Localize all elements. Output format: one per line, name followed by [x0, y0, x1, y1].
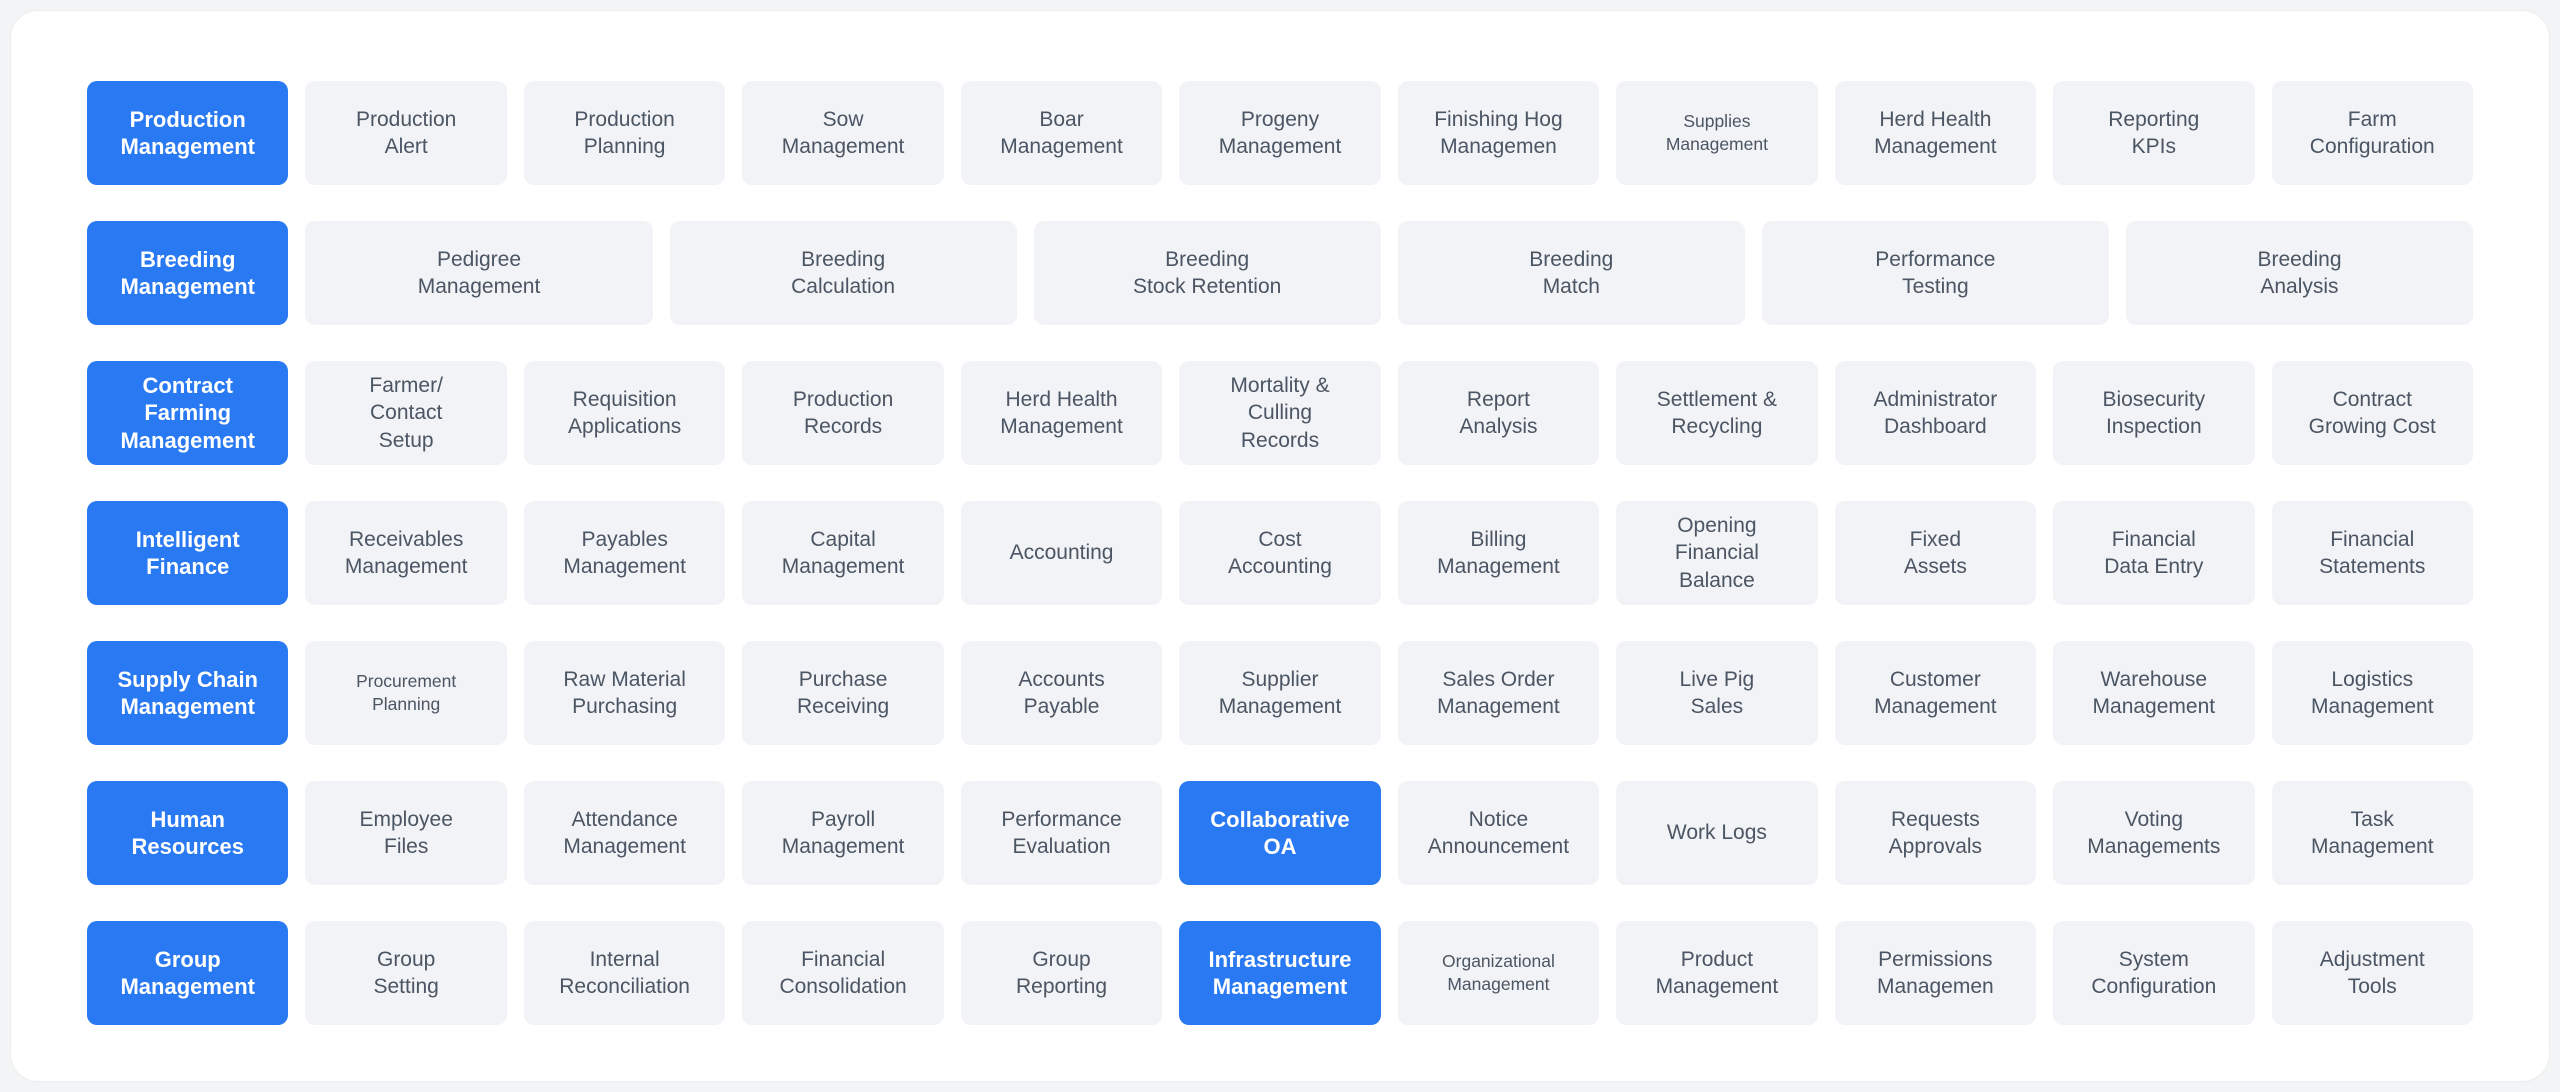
tile-work-logs[interactable]: Work Logs: [1616, 781, 1818, 885]
tile-row-1: Production Management Production Alert Pro…: [87, 81, 2473, 185]
tile-receivables-management[interactable]: Receivables Management: [305, 501, 507, 605]
tile-sales-order-management[interactable]: Sales Order Management: [1397, 641, 1600, 745]
tile-purchase-receiving[interactable]: Purchase Receiving: [742, 641, 944, 745]
tile-administrator-dashboard[interactable]: Administrator Dashboard: [1834, 361, 2037, 465]
tile-settlement-recycling[interactable]: Settlement & Recycling: [1616, 361, 1818, 465]
tile-financial-consolidation[interactable]: Financial Consolidation: [742, 921, 944, 1025]
tile-product-management[interactable]: Product Management: [1616, 921, 1818, 1025]
tile-production-records[interactable]: Production Records: [742, 361, 944, 465]
tile-organizational-management[interactable]: Organizational Management: [1397, 921, 1600, 1025]
tile-raw-material-purchasing[interactable]: Raw Material Purchasing: [523, 641, 726, 745]
tile-group-setting[interactable]: Group Setting: [305, 921, 507, 1025]
tile-adjustment-tools[interactable]: Adjustment Tools: [2271, 921, 2473, 1025]
tile-production-alert[interactable]: Production Alert: [305, 81, 507, 185]
tile-customer-management[interactable]: Customer Management: [1834, 641, 2037, 745]
tile-procurement-planning[interactable]: Procurement Planning: [305, 641, 507, 745]
tile-row-6: Human Resources Employee Files Attendance …: [87, 781, 2473, 885]
tile-supply-chain-management[interactable]: Supply Chain Management: [87, 641, 289, 745]
tile-supplier-management[interactable]: Supplier Management: [1179, 641, 1381, 745]
tile-permissions-managemen[interactable]: Permissions Managemen: [1834, 921, 2037, 1025]
tile-payables-management[interactable]: Payables Management: [523, 501, 726, 605]
tile-task-management[interactable]: Task Management: [2271, 781, 2473, 885]
tile-breeding-stock-retention[interactable]: Breeding Stock Retention: [1033, 221, 1381, 325]
tile-performance-evaluation[interactable]: Performance Evaluation: [960, 781, 1163, 885]
tile-row-4: Intelligent Finance Receivables Managemen…: [87, 501, 2473, 605]
tile-herd-health-management[interactable]: Herd Health Management: [1834, 81, 2037, 185]
tile-farm-configuration[interactable]: Farm Configuration: [2271, 81, 2473, 185]
tile-finishing-hog-managemen[interactable]: Finishing Hog Managemen: [1397, 81, 1600, 185]
tile-collaborative-oa[interactable]: Collaborative OA: [1179, 781, 1381, 885]
module-launcher-card: Production Management Production Alert Pro…: [10, 10, 2550, 1082]
tile-performance-testing[interactable]: Performance Testing: [1761, 221, 2109, 325]
tile-biosecurity-inspection[interactable]: Biosecurity Inspection: [2053, 361, 2255, 465]
tile-notice-announcement[interactable]: Notice Announcement: [1397, 781, 1600, 885]
tile-accounting[interactable]: Accounting: [960, 501, 1163, 605]
tile-progeny-management[interactable]: Progeny Management: [1179, 81, 1381, 185]
tile-group-management[interactable]: Group Management: [87, 921, 289, 1025]
tile-contract-growing-cost[interactable]: Contract Growing Cost: [2271, 361, 2473, 465]
tile-contract-farming-management[interactable]: Contract Farming Management: [87, 361, 289, 465]
tile-supplies-management[interactable]: Supplies Management: [1616, 81, 1818, 185]
tile-breeding-management[interactable]: Breeding Management: [87, 221, 289, 325]
tile-system-configuration[interactable]: System Configuration: [2053, 921, 2255, 1025]
tile-group-reporting[interactable]: Group Reporting: [960, 921, 1163, 1025]
tile-breeding-analysis[interactable]: Breeding Analysis: [2125, 221, 2474, 325]
tile-intelligent-finance[interactable]: Intelligent Finance: [87, 501, 289, 605]
tile-row-5: Supply Chain Management Procurement Plann…: [87, 641, 2473, 745]
tile-report-analysis[interactable]: Report Analysis: [1397, 361, 1600, 465]
tile-requests-approvals[interactable]: Requests Approvals: [1834, 781, 2037, 885]
tile-opening-financial-balance[interactable]: Opening Financial Balance: [1616, 501, 1818, 605]
tile-cost-accounting[interactable]: Cost Accounting: [1179, 501, 1381, 605]
tile-payroll-management[interactable]: Payroll Management: [742, 781, 944, 885]
tile-row-2: Breeding Management Pedigree Management Br…: [87, 221, 2474, 325]
tile-warehouse-management[interactable]: Warehouse Management: [2053, 641, 2255, 745]
tile-requisition-applications[interactable]: Requisition Applications: [523, 361, 726, 465]
tile-pedigree-management[interactable]: Pedigree Management: [305, 221, 653, 325]
tile-voting-managements[interactable]: Voting Managements: [2053, 781, 2255, 885]
tile-attendance-management[interactable]: Attendance Management: [523, 781, 726, 885]
tile-infrastructure-management[interactable]: Infrastructure Management: [1179, 921, 1381, 1025]
tile-mortality-culling-records[interactable]: Mortality & Culling Records: [1179, 361, 1381, 465]
tile-row-3: Contract Farming Management Farmer/ Conta…: [87, 361, 2473, 465]
tile-employee-files[interactable]: Employee Files: [305, 781, 507, 885]
tile-herd-health-management[interactable]: Herd Health Management: [960, 361, 1163, 465]
tile-financial-statements[interactable]: Financial Statements: [2271, 501, 2473, 605]
tile-live-pig-sales[interactable]: Live Pig Sales: [1616, 641, 1818, 745]
tile-production-management[interactable]: Production Management: [87, 81, 289, 185]
tile-production-planning[interactable]: Production Planning: [523, 81, 726, 185]
tile-financial-data-entry[interactable]: Financial Data Entry: [2053, 501, 2255, 605]
tile-farmer-contact-setup[interactable]: Farmer/ Contact Setup: [305, 361, 507, 465]
tile-boar-management[interactable]: Boar Management: [960, 81, 1163, 185]
tile-sow-management[interactable]: Sow Management: [742, 81, 944, 185]
tile-accounts-payable[interactable]: Accounts Payable: [960, 641, 1163, 745]
tile-internal-reconciliation[interactable]: Internal Reconciliation: [523, 921, 726, 1025]
tile-logistics-management[interactable]: Logistics Management: [2271, 641, 2473, 745]
tile-row-7: Group Management Group Setting Internal Re…: [87, 921, 2473, 1025]
tile-fixed-assets[interactable]: Fixed Assets: [1834, 501, 2037, 605]
tile-reporting-kpis[interactable]: Reporting KPIs: [2053, 81, 2255, 185]
tile-breeding-calculation[interactable]: Breeding Calculation: [669, 221, 1017, 325]
tile-grid: Production Management Production Alert Pro…: [87, 81, 2474, 1025]
tile-breeding-match[interactable]: Breeding Match: [1397, 221, 1745, 325]
tile-human-resources[interactable]: Human Resources: [87, 781, 289, 885]
tile-billing-management[interactable]: Billing Management: [1397, 501, 1600, 605]
tile-capital-management[interactable]: Capital Management: [742, 501, 944, 605]
